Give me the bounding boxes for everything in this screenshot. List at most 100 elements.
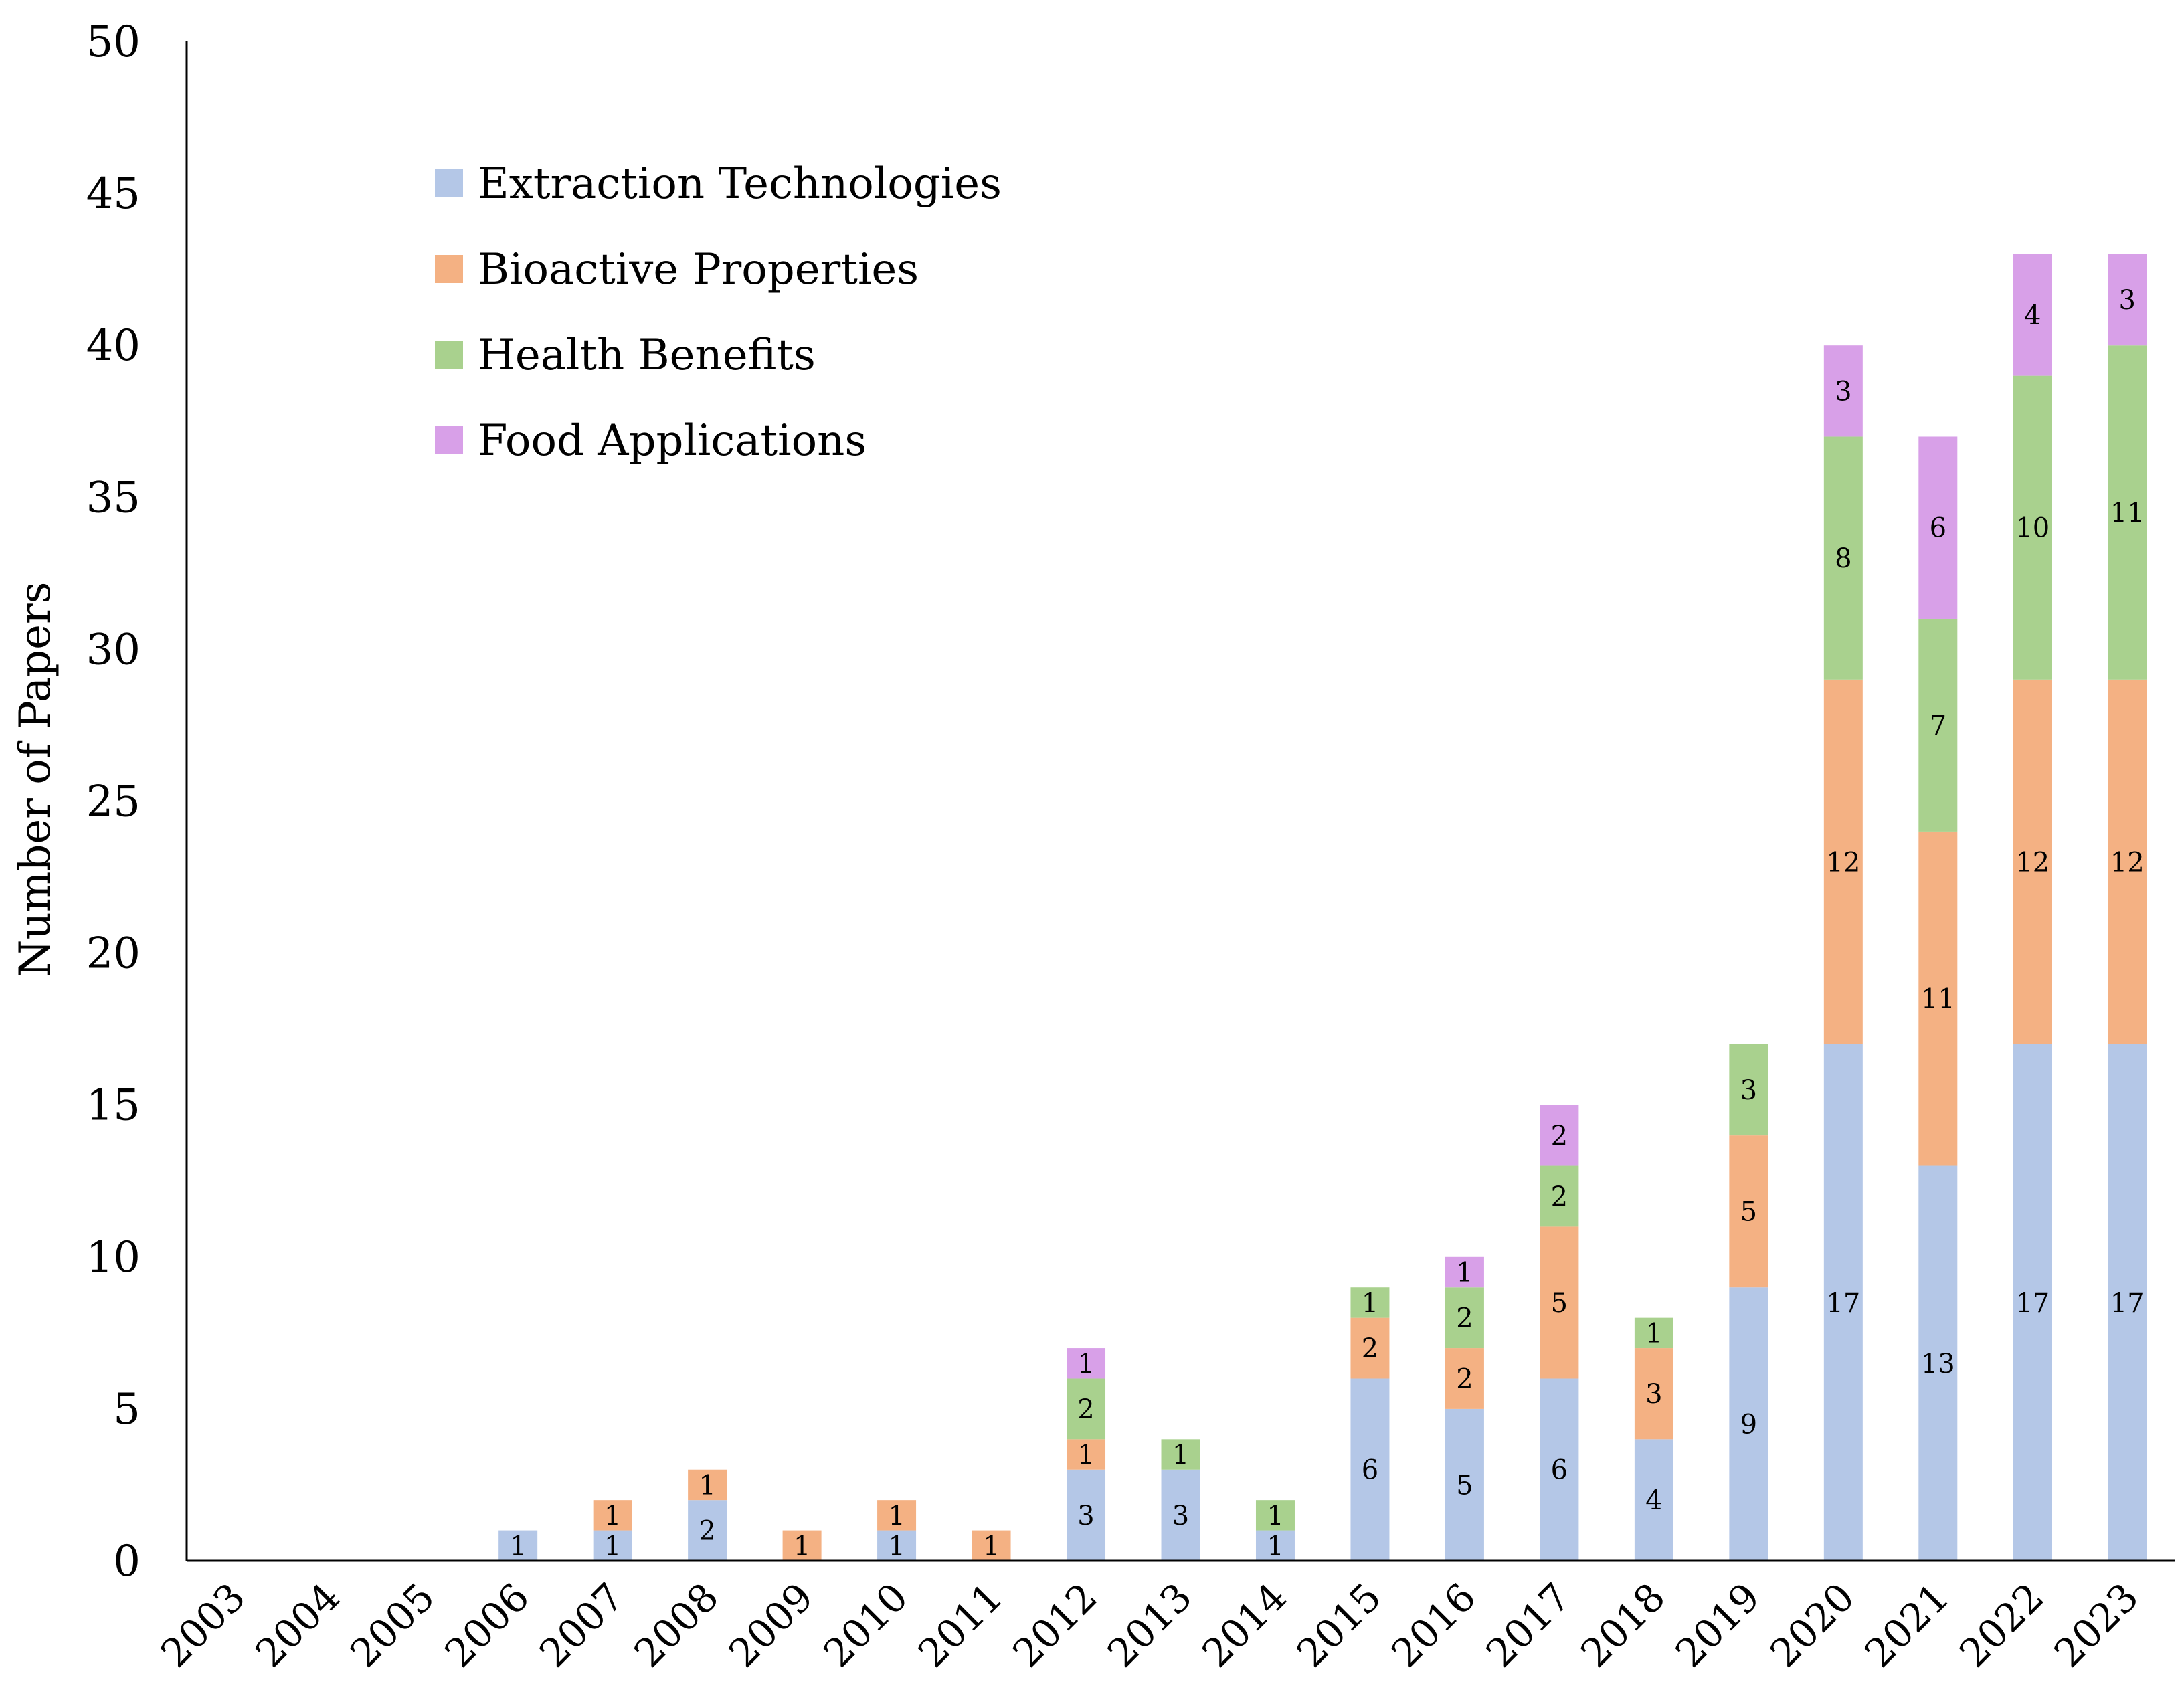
legend-swatch xyxy=(435,341,463,369)
y-tick-label: 25 xyxy=(86,777,141,827)
bar-segment xyxy=(782,1530,822,1561)
bar-value-label: 1 xyxy=(604,1501,621,1531)
bar-segment xyxy=(972,1530,1011,1561)
y-tick-label: 45 xyxy=(86,169,141,219)
x-tick-label: 2006 xyxy=(436,1574,538,1676)
bar-value-label: 12 xyxy=(2110,847,2145,878)
bar-value-label: 1 xyxy=(888,1531,905,1561)
y-tick-label: 5 xyxy=(113,1385,141,1434)
bar-segment xyxy=(1729,1287,1768,1561)
bar-value-label: 4 xyxy=(2024,300,2041,331)
bar-segment xyxy=(877,1530,917,1561)
bar-segment xyxy=(1918,831,1958,1166)
bar-segment xyxy=(1634,1439,1673,1561)
x-tick-label: 2023 xyxy=(2045,1574,2147,1676)
bar-segment xyxy=(1540,1105,1579,1166)
bar-segment xyxy=(877,1500,917,1531)
x-tick-label: 2014 xyxy=(1193,1574,1295,1676)
legend-label: Health Benefits xyxy=(478,330,816,380)
bar-value-label: 2 xyxy=(1551,1121,1568,1151)
x-tick-label: 2017 xyxy=(1477,1574,1579,1676)
bar-value-label: 6 xyxy=(1930,513,1946,544)
bar-segment xyxy=(1067,1439,1106,1470)
y-tick-label: 50 xyxy=(86,17,141,67)
bar-value-label: 2 xyxy=(1077,1394,1094,1425)
bar-value-label: 1 xyxy=(1077,1349,1094,1380)
bar-segment xyxy=(2013,254,2052,376)
bar-segment xyxy=(2108,254,2147,346)
bar-segment xyxy=(2108,1044,2147,1561)
bar-value-label: 1 xyxy=(1362,1288,1378,1319)
bar-segment xyxy=(2013,1044,2052,1561)
y-axis-label: Number of Papers xyxy=(11,582,60,977)
bar-segment xyxy=(1161,1439,1200,1470)
legend-swatch xyxy=(435,169,463,197)
bar-segment xyxy=(2013,375,2052,680)
bar-segment xyxy=(1067,1348,1106,1379)
y-tick-label: 35 xyxy=(86,473,141,523)
legend-swatch xyxy=(435,426,463,454)
bar-segment xyxy=(2108,679,2147,1044)
bar-segment xyxy=(1350,1287,1390,1318)
bar-value-label: 1 xyxy=(1077,1440,1094,1470)
legend: Extraction Technologies Bioactive Propert… xyxy=(435,159,1002,466)
x-tick-label: 2004 xyxy=(247,1574,349,1676)
bar-value-label: 1 xyxy=(794,1531,810,1561)
x-tick-label: 2013 xyxy=(1099,1574,1200,1676)
y-tick-label: 0 xyxy=(113,1537,141,1586)
y-tick-label: 20 xyxy=(86,929,141,979)
bars-layer: 1 11 211 1113121311162152216522431953171283… xyxy=(498,254,2147,1561)
legend-label: Food Applications xyxy=(478,416,867,466)
x-tick-label: 2007 xyxy=(531,1574,632,1676)
bar-segment xyxy=(2013,679,2052,1044)
bar-segment xyxy=(1540,1226,1579,1379)
bar-value-label: 1 xyxy=(509,1531,526,1561)
bar-segment xyxy=(1067,1378,1106,1440)
bar-value-label: 13 xyxy=(1921,1349,1955,1380)
bar-value-label: 1 xyxy=(1267,1531,1283,1561)
bar-value-label: 1 xyxy=(1172,1440,1189,1470)
bar-value-label: 2 xyxy=(1551,1181,1568,1212)
bar-segment xyxy=(688,1469,727,1501)
bar-value-label: 8 xyxy=(1835,543,1851,574)
y-tick-labels: 0 5 10 15 20 25 30 35 40 45 50 xyxy=(86,17,141,1586)
bar-segment xyxy=(593,1530,632,1561)
bar-segment xyxy=(1918,436,1958,619)
bar-value-label: 11 xyxy=(2110,498,2145,529)
bar-segment xyxy=(1918,618,1958,832)
bar-segment xyxy=(1729,1044,1768,1136)
bar-value-label: 17 xyxy=(2015,1288,2050,1319)
bar-segment xyxy=(498,1530,538,1561)
x-tick-label: 2009 xyxy=(720,1574,822,1676)
x-tick-label: 2008 xyxy=(626,1574,727,1676)
bar-value-label: 3 xyxy=(1835,376,1851,407)
bar-segment xyxy=(1445,1256,1484,1288)
bar-segment xyxy=(1255,1500,1295,1531)
bar-value-label: 1 xyxy=(604,1531,621,1561)
legend-label: Bioactive Properties xyxy=(478,245,919,294)
bar-value-label: 1 xyxy=(1456,1258,1473,1289)
y-tick-label: 10 xyxy=(86,1233,141,1283)
y-tick-label: 15 xyxy=(86,1081,141,1131)
bar-value-label: 17 xyxy=(1826,1288,1860,1319)
bar-segment xyxy=(1823,679,1863,1044)
bar-value-label: 7 xyxy=(1930,710,1946,741)
bar-segment xyxy=(2108,345,2147,680)
bar-value-label: 5 xyxy=(1740,1197,1757,1228)
bar-value-label: 11 xyxy=(1921,984,1955,1015)
bar-value-label: 6 xyxy=(1362,1455,1378,1486)
x-tick-label: 2018 xyxy=(1572,1574,1673,1676)
bar-value-label: 6 xyxy=(1551,1455,1568,1486)
bar-segment xyxy=(1918,1165,1958,1561)
x-tick-label: 2011 xyxy=(909,1574,1011,1676)
bar-value-label: 3 xyxy=(2119,285,2136,316)
x-tick-label: 2012 xyxy=(1004,1574,1105,1676)
bar-value-label: 1 xyxy=(1267,1501,1283,1531)
axes-layer xyxy=(185,41,2175,1562)
bar-value-label: 2 xyxy=(699,1516,715,1547)
bar-segment xyxy=(1445,1348,1484,1409)
bar-value-label: 3 xyxy=(1172,1501,1189,1531)
bar-value-label: 1 xyxy=(983,1531,1000,1561)
bar-value-label: 2 xyxy=(1456,1363,1473,1394)
